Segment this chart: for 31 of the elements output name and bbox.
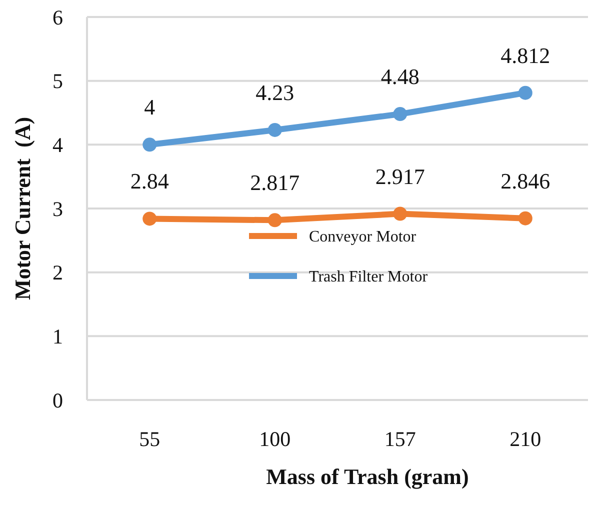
legend-label: Conveyor Motor bbox=[309, 228, 417, 246]
data-label: 2.917 bbox=[375, 164, 425, 189]
point bbox=[393, 107, 408, 122]
y-tick-label: 3 bbox=[52, 196, 63, 221]
x-tick-label: 157 bbox=[384, 427, 416, 451]
point bbox=[268, 122, 282, 137]
x-tick-label: 100 bbox=[259, 427, 291, 451]
y-tick-label: 2 bbox=[52, 260, 63, 285]
data-label: 4.23 bbox=[256, 80, 294, 105]
y-tick-label: 1 bbox=[52, 324, 63, 349]
legend-label: Trash Filter Motor bbox=[309, 268, 428, 286]
point bbox=[268, 213, 282, 228]
data-label: 2.84 bbox=[130, 168, 169, 194]
y-tick-label: 0 bbox=[52, 388, 63, 412]
point bbox=[142, 138, 157, 152]
data-label: 2.846 bbox=[500, 168, 550, 194]
y-axis-title: Motor Current (A) bbox=[10, 116, 35, 300]
data-label: 4.812 bbox=[500, 42, 550, 68]
point bbox=[393, 206, 408, 221]
data-label: 4 bbox=[144, 94, 156, 120]
y-tick-label: 4 bbox=[52, 133, 64, 158]
data-label: 4.48 bbox=[380, 64, 420, 90]
data-label: 2.817 bbox=[250, 170, 300, 196]
point bbox=[518, 86, 532, 100]
x-tick-label: 55 bbox=[139, 427, 160, 451]
point bbox=[142, 212, 157, 226]
x-axis-title: Mass of Trash (gram) bbox=[266, 464, 469, 489]
point bbox=[518, 211, 532, 226]
y-tick-label: 6 bbox=[52, 5, 63, 30]
x-tick-label: 210 bbox=[510, 427, 542, 451]
y-tick-label: 5 bbox=[52, 69, 63, 94]
